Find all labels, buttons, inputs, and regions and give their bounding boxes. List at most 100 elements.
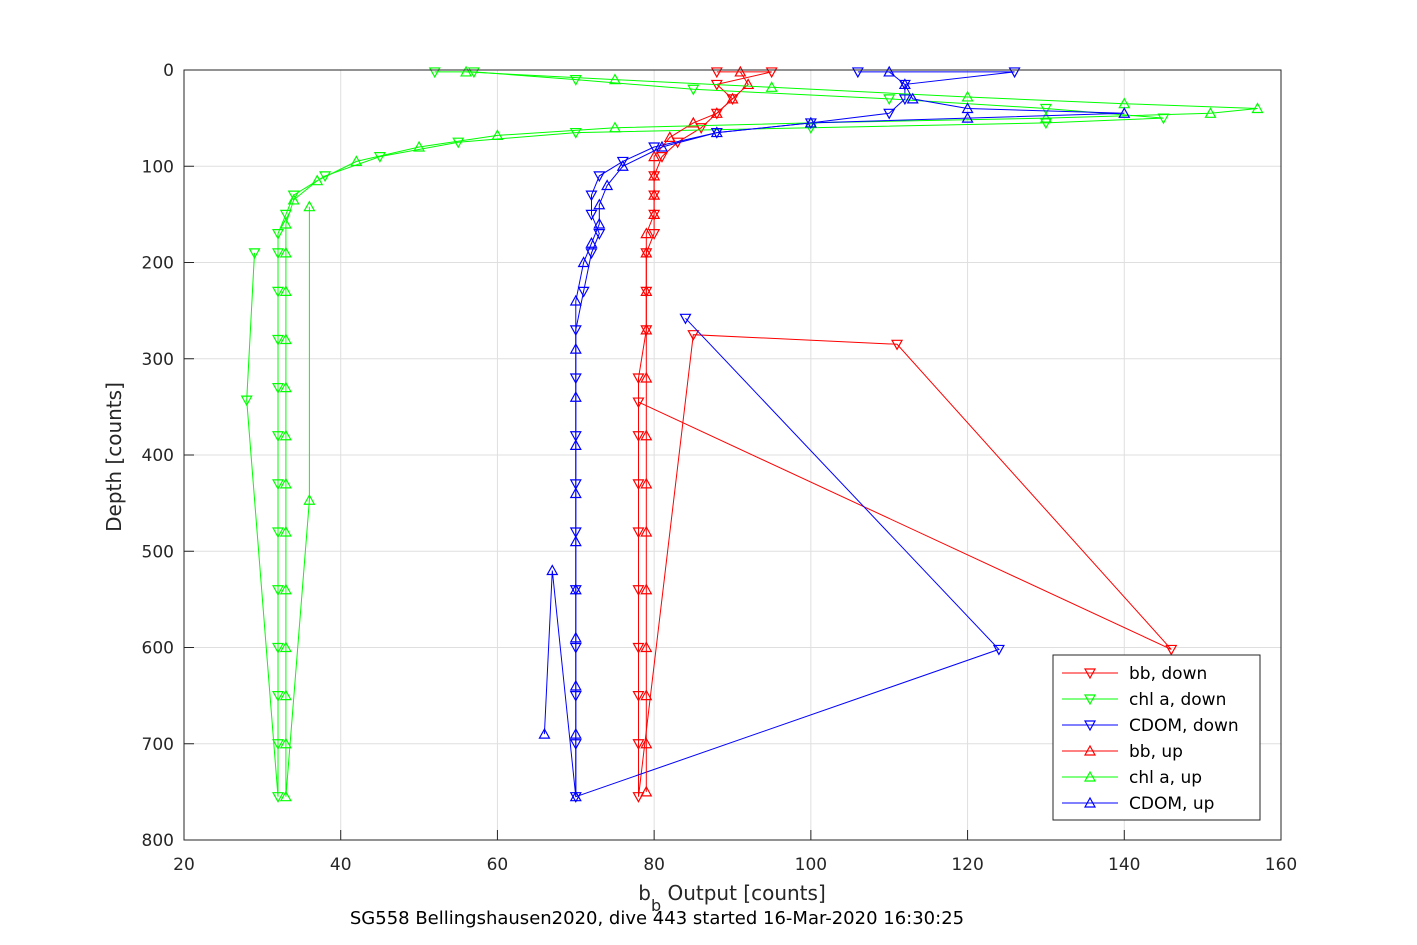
legend-entry: CDOM, up bbox=[1062, 794, 1214, 814]
data-point bbox=[898, 94, 911, 106]
data-point bbox=[272, 585, 285, 596]
data-point bbox=[569, 487, 582, 499]
data-series bbox=[240, 65, 1264, 803]
series-5 bbox=[538, 65, 1131, 802]
data-point bbox=[350, 155, 363, 167]
data-point bbox=[710, 67, 723, 79]
data-point bbox=[648, 208, 661, 219]
legend-label: chl a, up bbox=[1129, 768, 1202, 788]
x-tick-label: 100 bbox=[795, 855, 827, 875]
data-point bbox=[640, 477, 653, 489]
data-point bbox=[898, 78, 911, 90]
data-point bbox=[279, 429, 292, 441]
data-point bbox=[272, 248, 285, 260]
data-point bbox=[585, 237, 598, 248]
y-tick-label: 0 bbox=[163, 61, 174, 81]
legend-marker bbox=[1083, 668, 1097, 680]
series-line bbox=[285, 71, 1258, 797]
legend-label: chl a, down bbox=[1129, 690, 1226, 710]
x-tick-label: 140 bbox=[1108, 855, 1140, 875]
data-point bbox=[279, 333, 292, 345]
data-point bbox=[804, 116, 817, 128]
data-point bbox=[279, 641, 292, 653]
data-point bbox=[248, 248, 261, 260]
data-point bbox=[632, 431, 645, 442]
data-point bbox=[687, 330, 700, 341]
data-point bbox=[640, 323, 653, 335]
data-point bbox=[287, 190, 300, 202]
legend-label: bb, down bbox=[1129, 664, 1207, 684]
legend: bb, down chl a, down CDOM, down bb, up chl a… bbox=[1052, 654, 1261, 821]
data-point bbox=[279, 285, 292, 296]
data-point bbox=[319, 171, 332, 183]
data-point bbox=[883, 94, 896, 106]
legend-label: bb, up bbox=[1129, 742, 1183, 762]
data-point bbox=[616, 160, 629, 171]
data-point bbox=[538, 727, 551, 739]
data-point bbox=[632, 642, 645, 654]
x-axis-title-subscript: b bbox=[651, 896, 661, 915]
data-point bbox=[632, 397, 645, 409]
data-point bbox=[655, 140, 668, 152]
data-point bbox=[632, 691, 645, 702]
data-point bbox=[640, 737, 653, 749]
data-point bbox=[640, 227, 653, 239]
data-point bbox=[961, 90, 974, 102]
series-line bbox=[543, 71, 1125, 797]
data-point bbox=[608, 121, 621, 133]
data-point bbox=[883, 65, 896, 77]
x-axis-title: bb Output [counts] bbox=[638, 881, 826, 915]
data-point bbox=[1039, 103, 1052, 115]
data-point bbox=[428, 67, 441, 79]
legend-marker bbox=[1083, 796, 1097, 808]
data-point bbox=[279, 246, 292, 258]
data-point bbox=[569, 342, 582, 354]
data-point bbox=[272, 431, 285, 442]
series-line bbox=[645, 71, 749, 792]
data-point bbox=[679, 313, 692, 325]
y-tick-label: 800 bbox=[142, 831, 174, 851]
series-3 bbox=[640, 65, 755, 797]
data-point bbox=[491, 129, 504, 141]
data-point bbox=[632, 479, 645, 491]
data-point bbox=[663, 131, 676, 142]
data-point bbox=[279, 737, 292, 749]
data-point bbox=[640, 246, 653, 258]
data-point bbox=[279, 217, 292, 229]
data-point bbox=[569, 790, 582, 802]
y-tick-label: 600 bbox=[142, 639, 174, 659]
data-point bbox=[585, 248, 598, 260]
data-point bbox=[632, 792, 645, 803]
data-point bbox=[961, 111, 974, 123]
data-point bbox=[616, 156, 629, 168]
data-point bbox=[687, 116, 700, 128]
data-point bbox=[648, 150, 661, 162]
data-point bbox=[648, 169, 661, 181]
data-point bbox=[577, 286, 590, 298]
x-tick-label: 20 bbox=[173, 855, 195, 875]
x-tick-label: 60 bbox=[487, 855, 509, 875]
data-point bbox=[1008, 67, 1021, 79]
y-tick-label: 500 bbox=[142, 542, 174, 562]
data-point bbox=[648, 142, 661, 154]
data-point bbox=[593, 171, 606, 183]
data-point bbox=[1165, 644, 1178, 656]
data-point bbox=[311, 174, 324, 186]
data-point bbox=[648, 229, 661, 240]
data-point bbox=[272, 792, 285, 803]
data-point bbox=[1251, 102, 1264, 114]
x-axis-ticks: 20 40 60 80 100 120 140 160 bbox=[173, 830, 1297, 875]
data-point bbox=[632, 585, 645, 596]
data-point bbox=[373, 152, 386, 163]
data-point bbox=[632, 373, 645, 385]
legend-marker bbox=[1083, 744, 1097, 756]
data-point bbox=[272, 527, 285, 539]
data-point bbox=[710, 126, 723, 138]
legend-entry: bb, up bbox=[1062, 742, 1183, 762]
data-point bbox=[577, 256, 590, 268]
data-point bbox=[695, 123, 708, 134]
y-axis-title: Depth [counts] bbox=[102, 382, 126, 532]
data-point bbox=[272, 229, 285, 240]
data-point bbox=[569, 679, 582, 691]
legend-box bbox=[1052, 654, 1261, 821]
